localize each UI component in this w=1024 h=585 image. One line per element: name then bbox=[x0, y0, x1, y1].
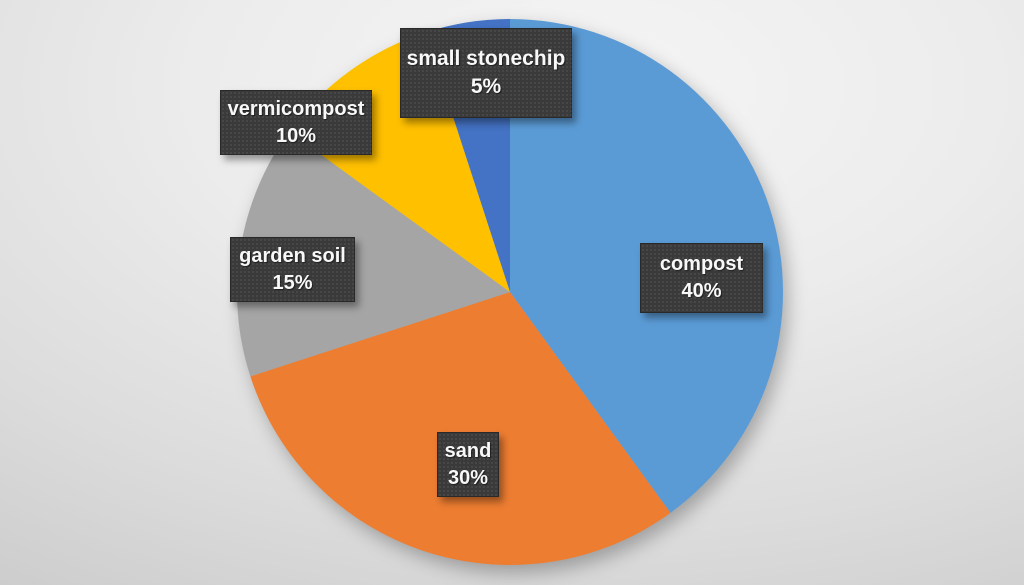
data-label-category: garden soil bbox=[239, 244, 346, 267]
data-label-category: small stonechip bbox=[406, 46, 566, 70]
data-label-value: 5% bbox=[470, 75, 502, 98]
data-label-value: 15% bbox=[272, 271, 313, 294]
data-label-small-stonechip: small stonechip 5% bbox=[400, 28, 572, 118]
data-label-value: 10% bbox=[275, 124, 317, 147]
data-label-value: 40% bbox=[681, 280, 722, 302]
data-label-value: 30% bbox=[447, 466, 489, 489]
data-label-compost: compost 40% bbox=[640, 243, 763, 313]
data-label-category: sand bbox=[444, 439, 492, 462]
data-label-category: compost bbox=[659, 253, 744, 275]
pie-slice-garden-soil bbox=[236, 131, 510, 377]
pie-slice-sand bbox=[250, 292, 671, 566]
data-label-garden-soil: garden soil 15% bbox=[230, 237, 355, 302]
data-label-sand: sand 30% bbox=[437, 432, 499, 497]
data-label-category: vermicompost bbox=[227, 97, 365, 120]
data-label-vermicompost: vermicompost 10% bbox=[220, 90, 372, 155]
